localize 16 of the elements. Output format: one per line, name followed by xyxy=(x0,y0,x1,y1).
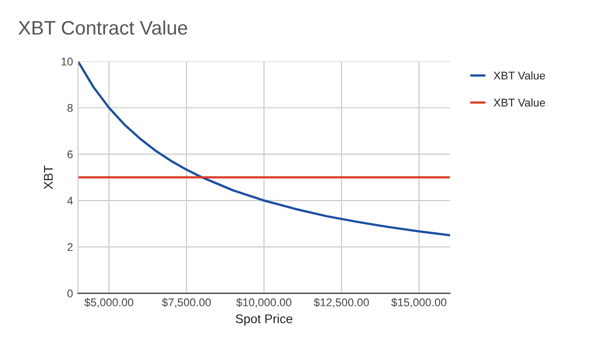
x-tick-label: $12,500.00 xyxy=(314,298,369,308)
x-axis-title: Spot Price xyxy=(236,314,292,326)
chart-title: XBT Contract Value xyxy=(18,20,188,35)
y-axis-title: XBT xyxy=(44,165,53,190)
y-tick-label: 2 xyxy=(68,243,73,251)
x-tick-label: $7,500.00 xyxy=(162,298,211,308)
y-tick-label: 6 xyxy=(68,150,73,158)
legend-label: XBT Value xyxy=(494,98,545,107)
x-tick-label: $5,000.00 xyxy=(84,298,134,308)
legend-label: XBT Value xyxy=(494,71,545,80)
x-tick-label: $10,000.00 xyxy=(236,298,292,308)
x-tick-label: $15,000.00 xyxy=(391,298,446,308)
y-tick-label: 0 xyxy=(67,290,73,298)
y-tick-label: 4 xyxy=(67,196,73,205)
y-tick-label: 8 xyxy=(67,104,73,112)
y-tick-label: 10 xyxy=(62,58,73,66)
